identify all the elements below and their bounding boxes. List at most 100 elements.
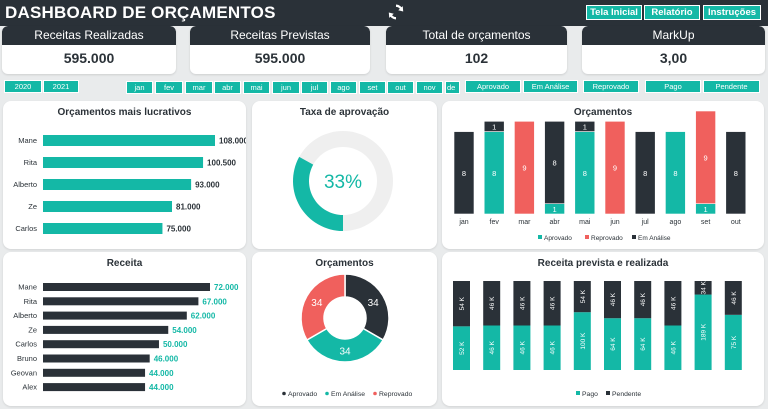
kpi-label: Receitas Previstas: [190, 26, 370, 45]
refresh-icon[interactable]: [387, 3, 405, 21]
dashboard-title: DASHBOARD DE ORÇAMENTOS: [5, 3, 276, 22]
category-label: Bruno: [17, 354, 37, 363]
bar-segment: [634, 131, 656, 215]
legend-swatch: [632, 235, 636, 239]
bar-segment: [695, 110, 716, 204]
data-label: 9: [522, 164, 526, 173]
legend-label: Pago: [582, 391, 598, 398]
legend-swatch: [325, 391, 329, 396]
lucrativos-bar-chart: Mane 108.000 Rita 100.500 Alberto 93.000 Ze 81.…: [13, 135, 246, 234]
bar-segment-pendente: [634, 281, 652, 319]
category-label: Rita: [24, 297, 38, 306]
bar-segment-pendente: [573, 281, 591, 313]
data-label: 46 K: [550, 296, 557, 310]
category-label: Mane: [18, 283, 37, 292]
legend-swatch: [585, 235, 589, 239]
panel-taxa-aprovacao: Taxa de aprovação 33%: [252, 101, 437, 249]
chart-title: Orçamentos mais lucrativos: [57, 107, 192, 118]
bar-segment-pago: [453, 326, 470, 370]
data-label: 64 K: [610, 337, 617, 351]
bar: [43, 297, 199, 306]
filter-status-aprovado[interactable]: Aprovado: [465, 80, 521, 93]
legend-label: Aprovado: [544, 235, 572, 242]
category-label: jul: [641, 219, 649, 226]
filter-month-fev[interactable]: fev: [155, 81, 183, 94]
filter-month-mai[interactable]: mai: [243, 81, 270, 94]
nav-relatorio-button[interactable]: Relatório: [644, 5, 700, 20]
filter-year-2020[interactable]: 2020: [4, 80, 42, 93]
data-label: 1: [553, 205, 557, 214]
filter-payment-pago[interactable]: Pago: [645, 80, 701, 93]
bar: [43, 201, 172, 212]
filter-month-out[interactable]: out: [387, 81, 414, 94]
legend-swatch: [373, 391, 377, 396]
data-label: 8: [492, 169, 496, 178]
data-label: 54 K: [580, 289, 587, 303]
data-label: 44.000: [149, 369, 174, 378]
data-label: 64 K: [640, 337, 647, 351]
filter-month-jul[interactable]: jul: [301, 81, 328, 94]
category-label: Geovan: [11, 368, 37, 377]
data-label: 100 K: [580, 332, 587, 350]
legend-swatch: [606, 391, 610, 395]
filter-year-2021[interactable]: 2021: [43, 80, 79, 93]
filter-month-set[interactable]: set: [359, 81, 386, 94]
data-label: 52 K: [459, 341, 466, 355]
data-label: 46 K: [610, 292, 617, 306]
chart-title: Receita prevista e realizada: [537, 258, 669, 269]
nav-instrucoes-button[interactable]: Instruções: [703, 5, 761, 20]
bar-segment-pendente: [453, 281, 470, 327]
filter-month-mar[interactable]: mar: [185, 81, 213, 94]
top-bar: DASHBOARD DE ORÇAMENTOS Tela Inicial Rel…: [0, 0, 768, 26]
filter-month-ago[interactable]: ago: [330, 81, 357, 94]
donut-slice: [344, 273, 390, 342]
data-label: 54 K: [459, 296, 466, 310]
bar-segment: [604, 120, 626, 215]
category-label: Carlos: [15, 340, 37, 349]
bar-segment-pago: [724, 314, 742, 370]
data-label: 46 K: [731, 291, 738, 305]
bar-segment-pago: [634, 318, 652, 370]
data-label: 9: [613, 164, 617, 173]
legend-label: Reprovado: [591, 235, 623, 242]
bar: [43, 340, 159, 349]
donut-arc: [293, 156, 343, 231]
nav-tela-inicial-button[interactable]: Tela Inicial: [586, 5, 642, 20]
filter-status-em-analise[interactable]: Em Análise: [523, 80, 578, 93]
filter-month-dez[interactable]: de: [445, 81, 460, 94]
bar-segment: [725, 131, 747, 215]
category-label: Alex: [22, 383, 37, 392]
filter-status-reprovado[interactable]: Reprovado: [583, 80, 639, 93]
panel-orcamentos-status: Orçamentos 34 34 34 Aprovado Em Análise Repro…: [252, 252, 437, 406]
filter-month-abr[interactable]: abr: [214, 81, 241, 94]
donut-slice: [305, 327, 385, 363]
kpi-value: 595.000: [254, 50, 306, 66]
data-label: 81.000: [176, 203, 201, 212]
data-label: 72.000: [214, 283, 239, 292]
panel-orcamentos-mensal: Orçamentos 8 jan 8 1 fev 9 mar 1 8 abr 8 1 mai 9 jun 8 j…: [442, 101, 764, 249]
data-label: 75 K: [731, 335, 738, 349]
filter-payment-pendente[interactable]: Pendente: [703, 80, 760, 93]
bar-segment-pago: [664, 325, 682, 370]
filter-month-nov[interactable]: nov: [416, 81, 443, 94]
kpi-receitas-realizadas: Receitas Realizadas 595.000: [2, 26, 176, 74]
data-label: 8: [583, 169, 587, 178]
slice-label: 34: [311, 298, 323, 309]
bar: [43, 223, 163, 234]
filter-month-jan[interactable]: jan: [126, 81, 153, 94]
category-label: ago: [670, 219, 682, 226]
filter-month-jun[interactable]: jun: [272, 81, 300, 94]
slice-label: 34: [339, 347, 351, 358]
bar-segment-pendente: [694, 281, 712, 295]
data-label: 62.000: [191, 312, 216, 321]
bar-segment-pago: [483, 325, 501, 370]
bar-segment-pendente: [724, 281, 742, 315]
bar-segment: [574, 120, 596, 132]
bar: [43, 135, 215, 146]
category-label: Carlos: [15, 224, 37, 233]
kpi-label: Receitas Realizadas: [2, 26, 176, 45]
data-label: 67.000: [202, 297, 227, 306]
data-label: 34 K: [701, 280, 708, 294]
taxa-aprovacao-donut: 33%: [292, 131, 393, 231]
data-label: 46 K: [640, 292, 647, 306]
